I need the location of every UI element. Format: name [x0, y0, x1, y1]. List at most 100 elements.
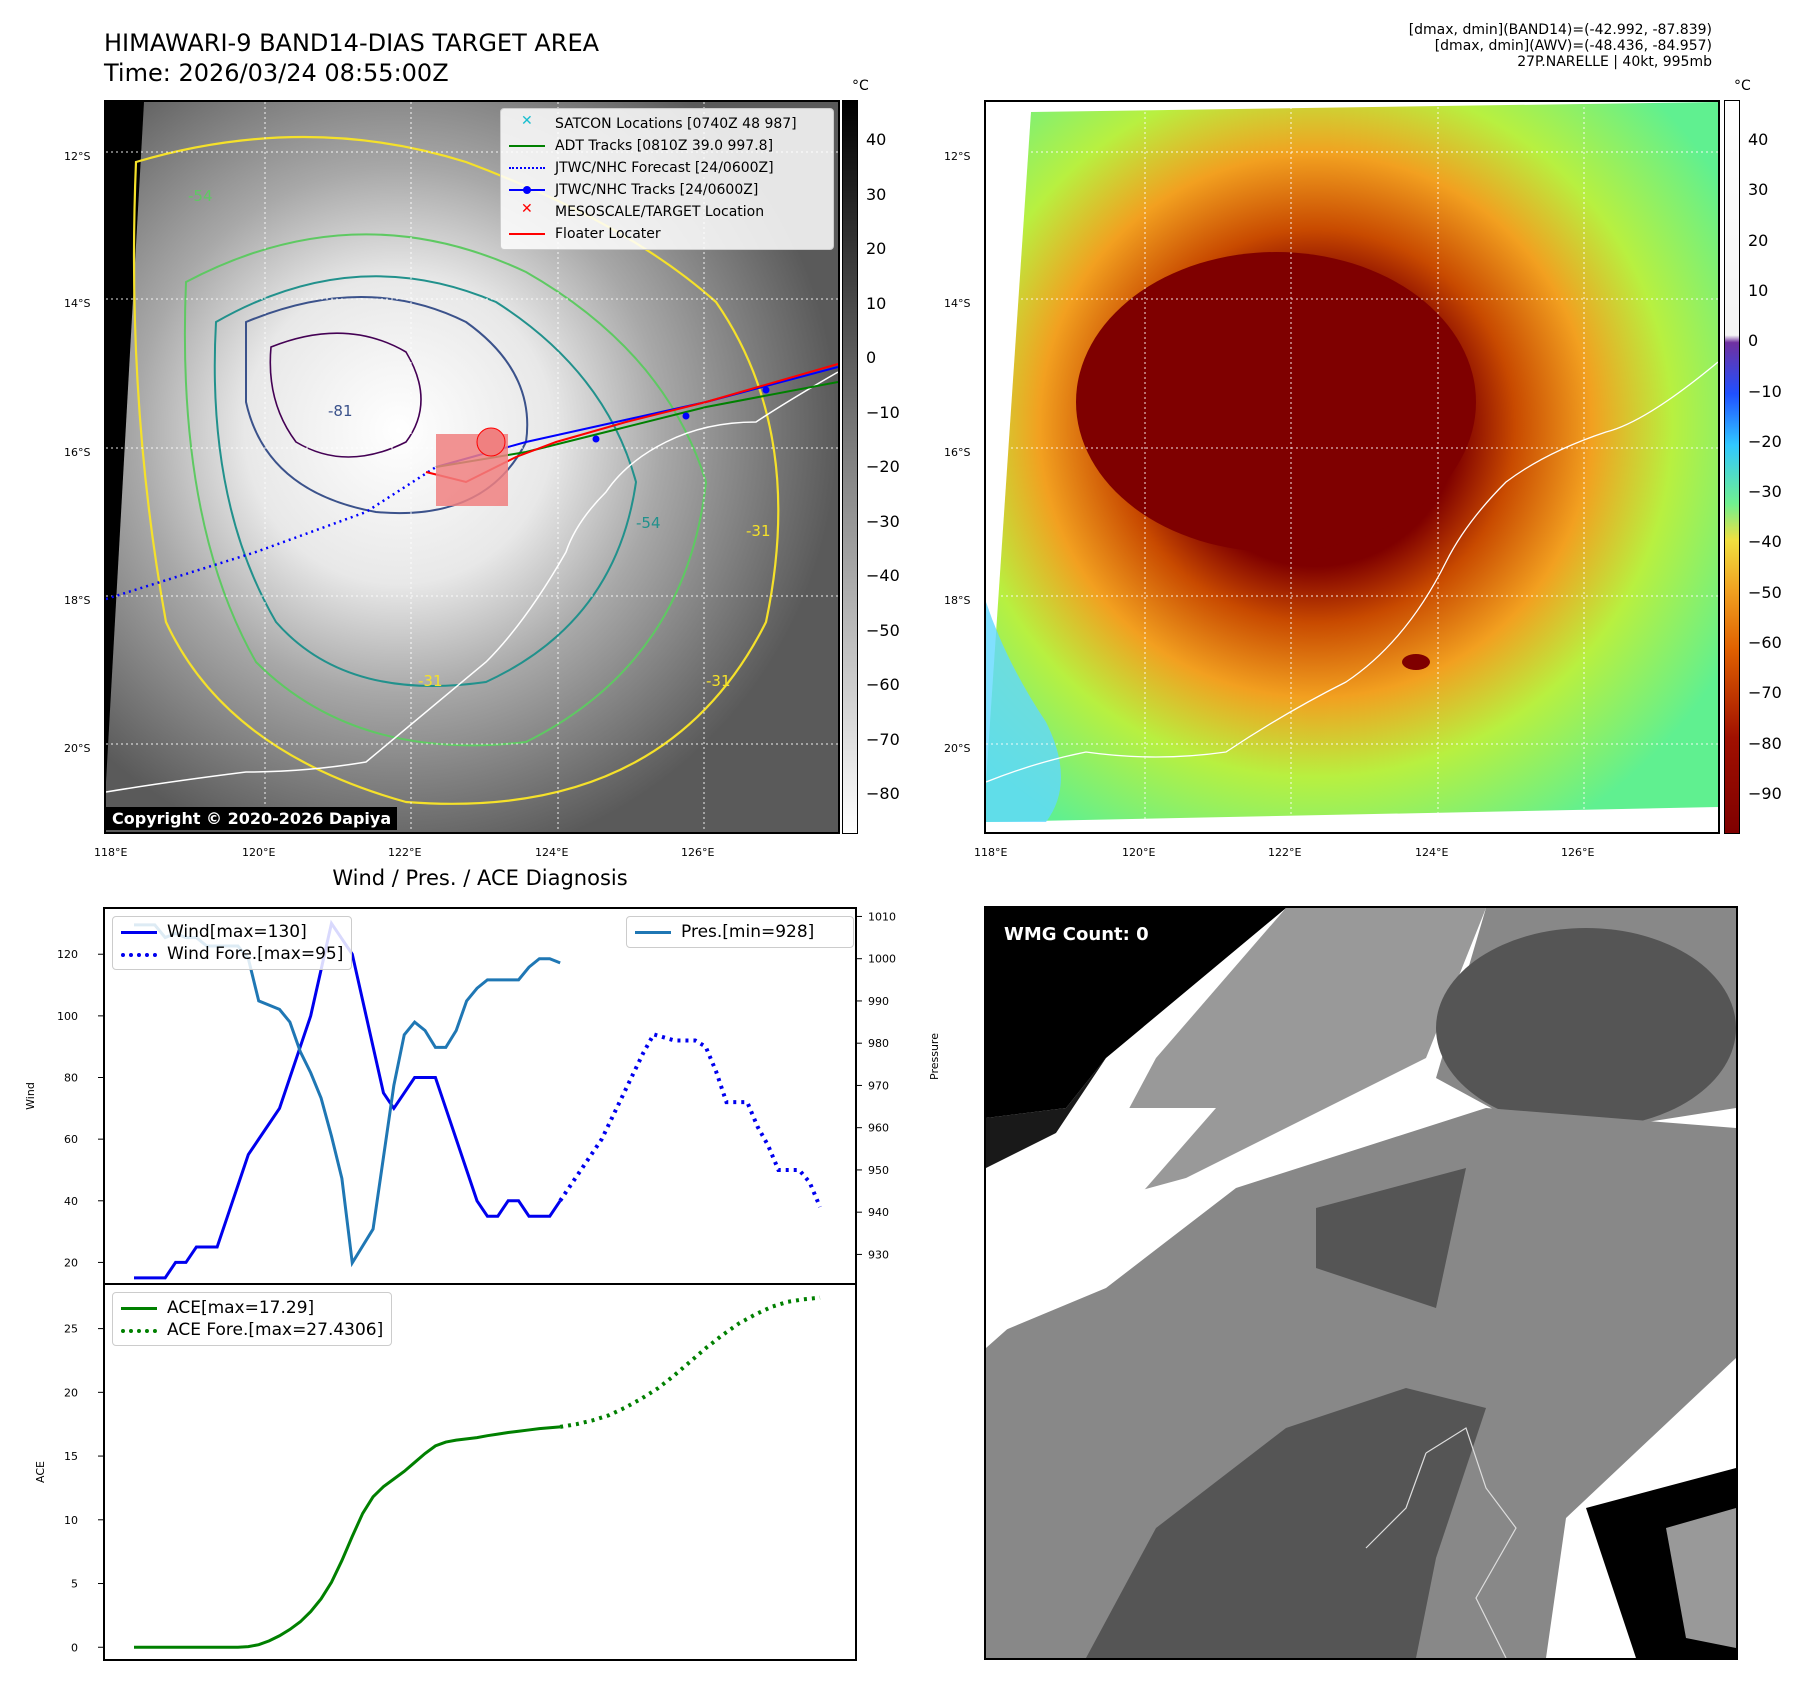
lon-label: 122°E [388, 846, 422, 859]
diagnosis-charts: 2040608010012093094095096097098099010001… [24, 907, 896, 1661]
ir-colorbar-tick: −40 [866, 566, 900, 585]
lon-label: 118°E [94, 846, 128, 859]
dmax-awv: [dmax, dmin](AWV)=(-48.436, -84.957) [1434, 38, 1712, 54]
legend-mesoscale: ✕ MESOSCALE/TARGET Location [521, 201, 765, 220]
awv-colorbar-tick: 0 [1748, 331, 1759, 351]
wind-pres-axes [103, 907, 857, 1285]
ir-colorbar-tick: 10 [866, 293, 887, 313]
pressure-ytick-label: 970 [868, 1079, 889, 1092]
lat-label: 14°S [944, 297, 971, 310]
ir-colorbar-tick: 40 [866, 130, 887, 149]
lon-label: 126°E [1561, 846, 1595, 859]
legend-ace: ACE[max=17.29] [121, 1297, 383, 1319]
wind-ytick-label: 40 [64, 1195, 78, 1208]
legend-jtwc-tracks: JTWC/NHC Tracks [24/0600Z] [509, 179, 825, 201]
pressure-axis-label: Pressure [928, 1033, 941, 1080]
header-info: [dmax, dmin](BAND14)=(-42.992, -87.839) … [1409, 22, 1712, 70]
ace-axes [103, 1283, 857, 1661]
legend-wind-forecast: Wind Fore.[max=95] [121, 943, 343, 965]
wind-ytick-label: 20 [64, 1256, 78, 1269]
ir-colorbar-tick: 20 [866, 239, 887, 258]
awv-map-panel [984, 100, 1720, 834]
ace-ytick-label: 10 [64, 1514, 78, 1527]
ir-colorbar-tick: −50 [866, 620, 900, 640]
ir-colorbar-tick: 30 [866, 184, 887, 204]
wind-ylabel: Wind [24, 1082, 37, 1110]
awv-colorbar-tick: −50 [1748, 582, 1782, 602]
awv-colorbar-tick: −80 [1748, 733, 1782, 753]
wind-ytick-label: 120 [57, 948, 78, 961]
pressure-legend: Pres.[min=928] [626, 916, 854, 948]
lon-label: 122°E [1268, 846, 1302, 859]
lat-label: 20°S [64, 742, 91, 755]
contour-label: -31 [706, 672, 731, 690]
lon-label: 120°E [242, 846, 276, 859]
wmg-count-badge: WMG Count: 0 [996, 920, 1157, 949]
ace-ytick-label: 0 [71, 1641, 78, 1654]
awv-colorbar [1724, 100, 1740, 834]
wind-ytick-label: 60 [64, 1133, 78, 1146]
pressure-ytick-label: 950 [868, 1164, 889, 1177]
legend-ace-forecast: ACE Fore.[max=27.4306] [121, 1319, 383, 1341]
storm-info: 27P.NARELLE | 40kt, 995mb [1517, 54, 1712, 70]
legend-adt: ADT Tracks [0810Z 39.0 997.8] [509, 135, 825, 157]
contour-label: -31 [746, 522, 771, 540]
awv-colorbar-tick: −40 [1748, 532, 1782, 552]
ir-legend: ✕ SATCON Locations [0740Z 48 987] ADT Tra… [500, 108, 834, 250]
figure-time: Time: 2026/03/24 08:55:00Z [104, 59, 449, 87]
wind-legend: Wind[max=130] Wind Fore.[max=95] [112, 916, 353, 970]
legend-satcon: ✕ SATCON Locations [0740Z 48 987] [521, 113, 797, 132]
lat-label: 16°S [64, 446, 91, 459]
pressure-ytick-label: 1010 [868, 910, 896, 923]
awv-colorbar-tick: −90 [1748, 784, 1782, 803]
wmg-image [986, 908, 1736, 1658]
wind-ytick-label: 100 [57, 1010, 78, 1023]
ace-ytick-label: 25 [64, 1323, 78, 1336]
ace-ylabel: ACE [34, 1461, 47, 1483]
contour-label: -54 [636, 514, 661, 532]
awv-colorbar-tick: 20 [1748, 230, 1769, 250]
ace-ytick-label: 15 [64, 1450, 78, 1463]
lat-label: 18°S [944, 594, 971, 607]
awv-colorbar-tick: −20 [1748, 431, 1782, 451]
wmg-panel: WMG Count: 0 [984, 906, 1738, 1660]
awv-colorbar-tick: −60 [1748, 633, 1782, 653]
ace-ytick-label: 5 [71, 1578, 78, 1591]
ir-map-image [106, 102, 838, 832]
awv-colorbar-tick: −10 [1748, 381, 1782, 401]
ir-colorbar-tick: 0 [866, 348, 877, 367]
dmax-band14: [dmax, dmin](BAND14)=(-42.992, -87.839) [1408, 22, 1712, 38]
legend-pressure: Pres.[min=928] [635, 921, 845, 943]
ir-colorbar [842, 100, 858, 834]
ace-legend: ACE[max=17.29] ACE Fore.[max=27.4306] [112, 1292, 393, 1346]
awv-colorbar-tick: 30 [1748, 180, 1769, 200]
ir-colorbar-tick: −70 [866, 729, 900, 749]
pressure-ytick-label: 1000 [868, 953, 896, 966]
figure-title: HIMAWARI-9 BAND14-DIAS TARGET AREA [104, 29, 600, 57]
ace-series-line [134, 1425, 561, 1649]
lat-label: 20°S [944, 742, 971, 755]
wind-ytick-label: 80 [64, 1072, 78, 1085]
ir-colorbar-unit: °C [852, 78, 869, 94]
awv-colorbar-tick: −30 [1748, 482, 1782, 502]
lon-label: 124°E [1415, 846, 1449, 859]
legend-wind: Wind[max=130] [121, 921, 343, 943]
diagnosis-chart-title: Wind / Pres. / ACE Diagnosis [332, 866, 628, 890]
ir-colorbar-tick: −60 [866, 675, 900, 694]
contour-label: -54 [188, 187, 213, 205]
awv-map-image [986, 102, 1718, 832]
lat-label: 12°S [944, 150, 971, 163]
contour-label: -31 [418, 672, 443, 690]
pressure-ytick-label: 990 [868, 995, 889, 1008]
lon-label: 120°E [1122, 846, 1156, 859]
legend-floater: Floater Locater [509, 223, 825, 245]
ace-ytick-label: 20 [64, 1386, 78, 1399]
lon-label: 118°E [974, 846, 1008, 859]
lon-label: 124°E [535, 846, 569, 859]
copyright-label: Copyright © 2020-2026 Dapiya [106, 807, 398, 830]
awv-colorbar-unit: °C [1734, 78, 1751, 94]
pressure-ytick-label: 940 [868, 1206, 889, 1219]
legend-jtwc-forecast: JTWC/NHC Forecast [24/0600Z] [509, 157, 825, 179]
ir-colorbar-tick: −10 [866, 402, 900, 422]
awv-colorbar-tick: 40 [1748, 130, 1769, 149]
